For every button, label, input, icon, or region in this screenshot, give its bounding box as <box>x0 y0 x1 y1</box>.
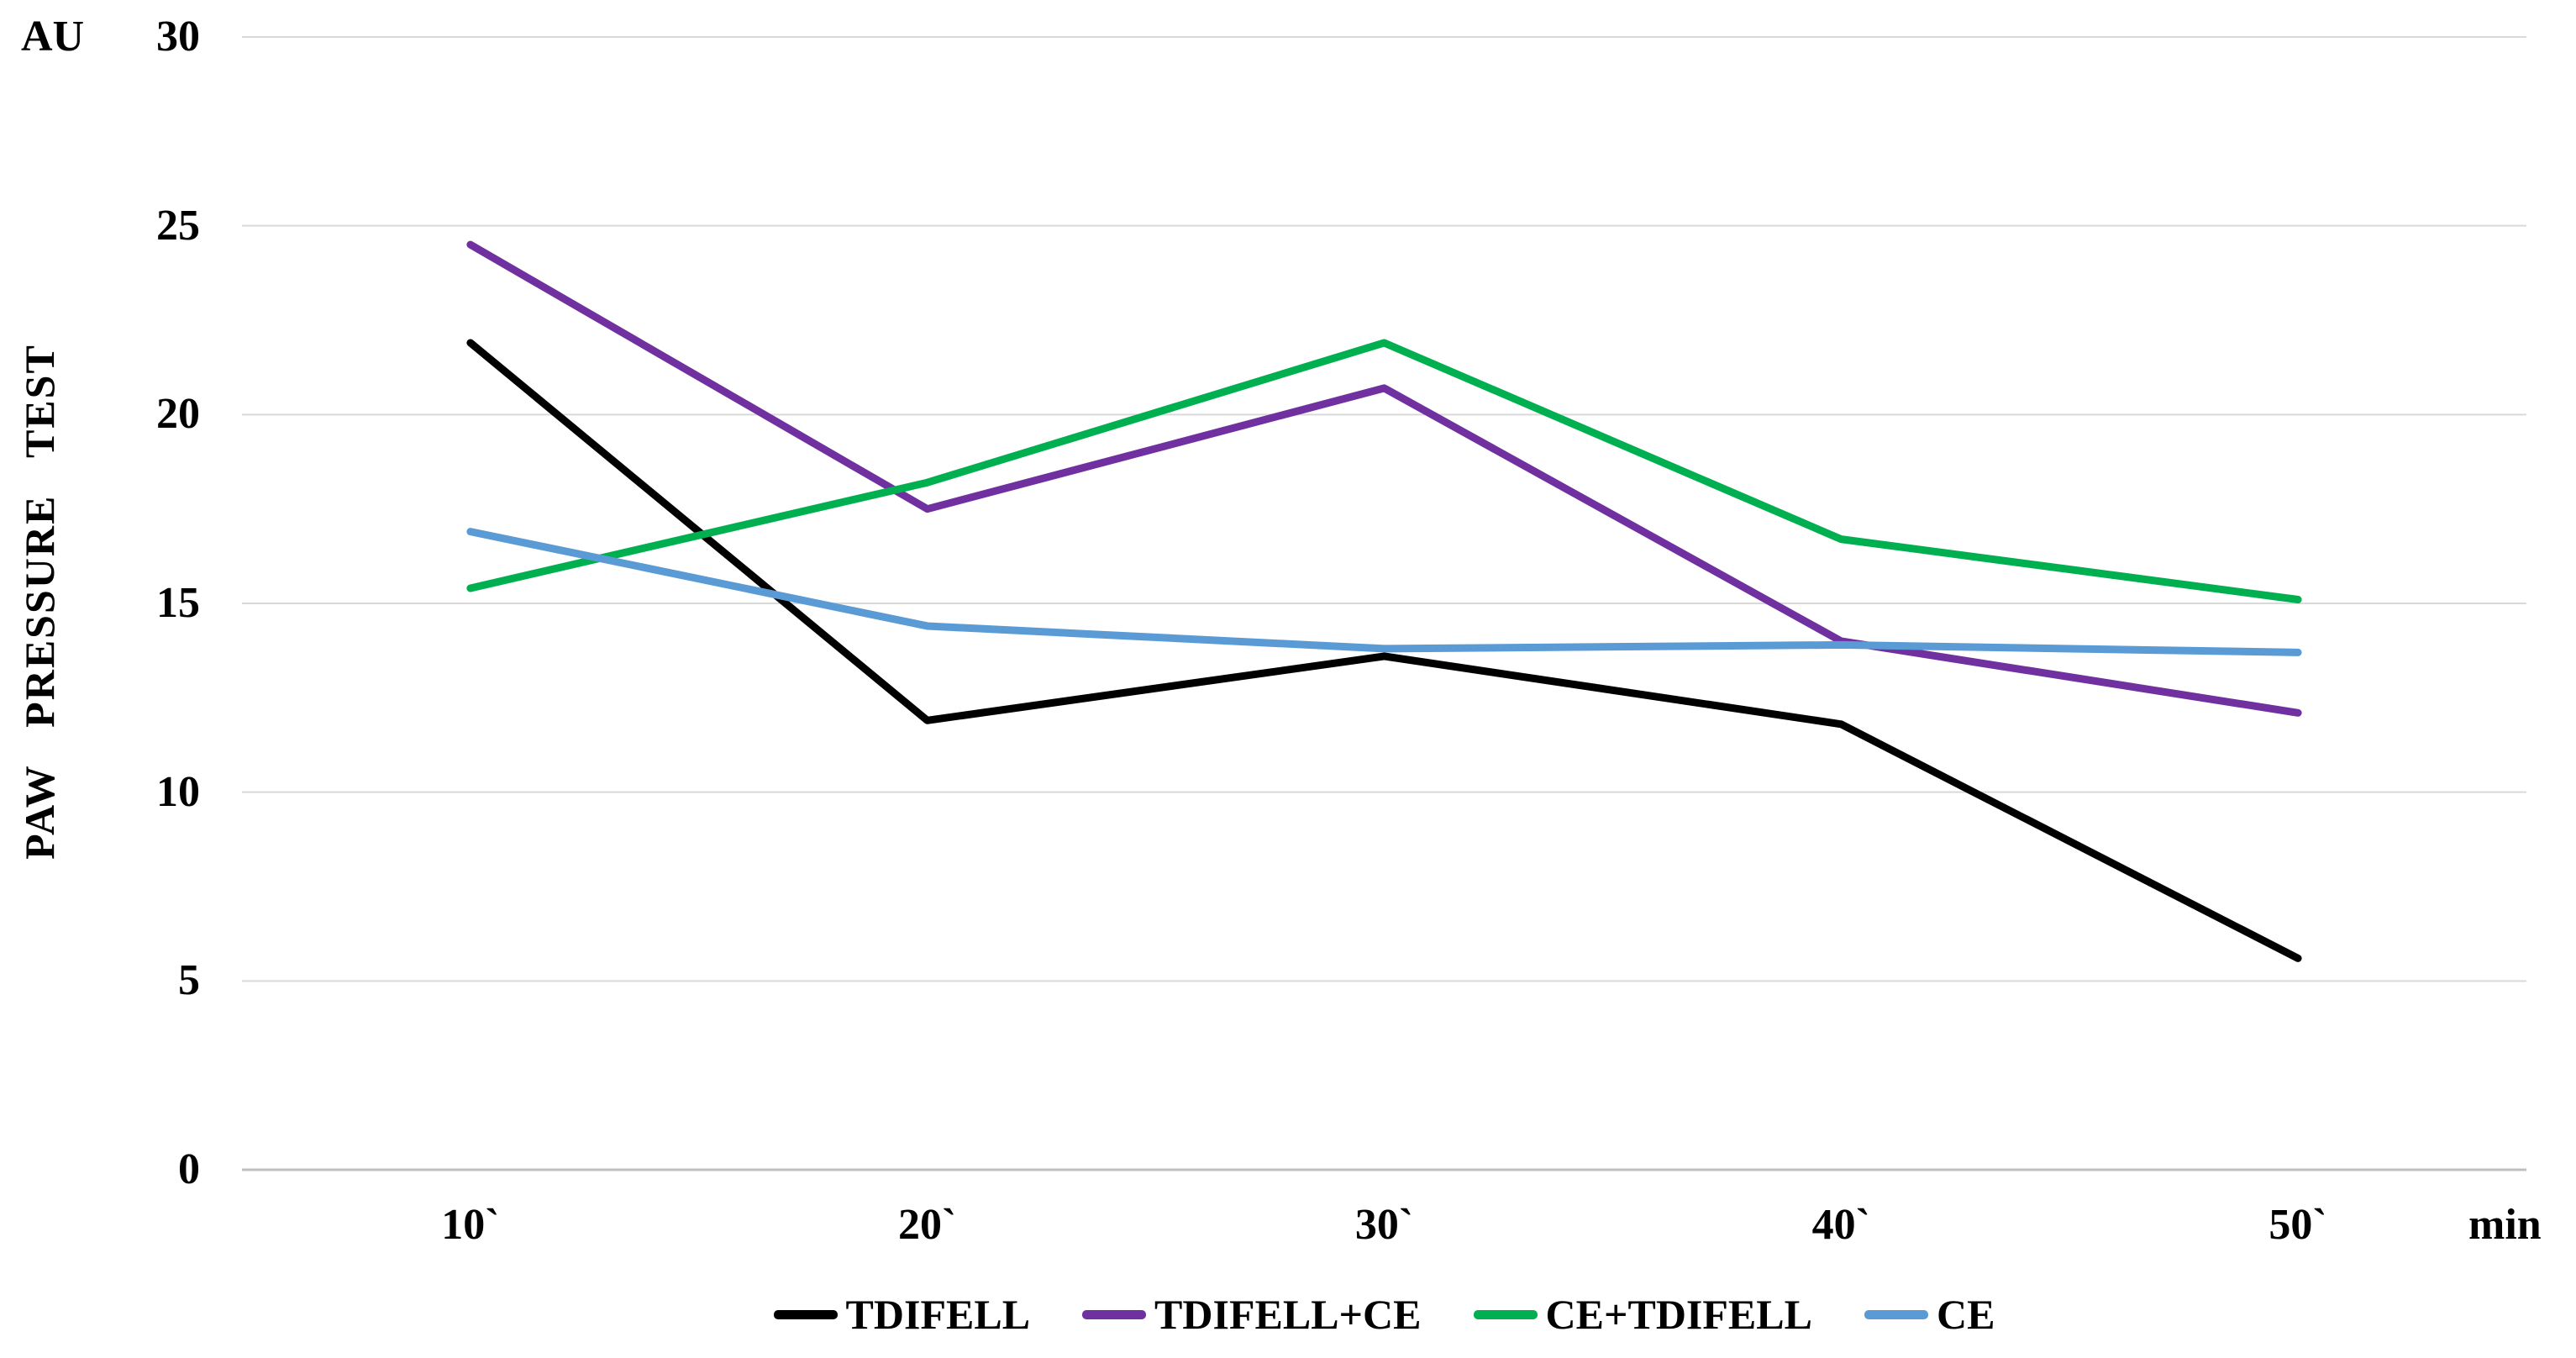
legend-label: TDIFELL <box>845 1291 1031 1338</box>
x-tick-label: 20` <box>898 1201 957 1249</box>
legend-item-ce: CE <box>1864 1290 1995 1339</box>
y-tick-label: 30 <box>156 13 200 61</box>
chart-legend: TDIFELL TDIFELL+CE CE+TDIFELL CE <box>242 1281 2526 1348</box>
y-tick-label: 10 <box>156 767 200 816</box>
x-tick-label: 50` <box>2268 1201 2327 1249</box>
y-tick-label: 15 <box>156 579 200 627</box>
x-tick-label: 10` <box>441 1201 500 1249</box>
x-tick-label: 40` <box>1811 1201 1870 1249</box>
x-axis-unit-label: min <box>2468 1201 2542 1249</box>
legend-item-tdifell: TDIFELL <box>773 1290 1031 1339</box>
y-tick-label: 20 <box>156 390 200 439</box>
series-line-tdifell-ce <box>466 240 2302 717</box>
y-tick-label: 25 <box>156 201 200 250</box>
y-tick-label: 0 <box>178 1145 200 1193</box>
legend-swatch <box>1473 1309 1538 1319</box>
series-line-ce <box>466 528 2302 656</box>
legend-swatch <box>1864 1309 1928 1319</box>
legend-label: CE+TDIFELL <box>1545 1291 1812 1338</box>
legend-label: TDIFELL+CE <box>1154 1291 1422 1338</box>
legend-item-ce-tdifell: CE+TDIFELL <box>1473 1290 1812 1339</box>
series-line-ce-tdifell <box>466 339 2302 604</box>
legend-label: CE <box>1936 1291 1995 1338</box>
legend-swatch <box>773 1309 838 1319</box>
y-tick-label: 5 <box>178 956 200 1005</box>
x-tick-label: 30` <box>1354 1201 1414 1249</box>
legend-item-tdifell-ce: TDIFELL+CE <box>1082 1290 1422 1339</box>
legend-swatch <box>1082 1309 1147 1319</box>
y-axis-unit-label: AU <box>21 13 85 61</box>
